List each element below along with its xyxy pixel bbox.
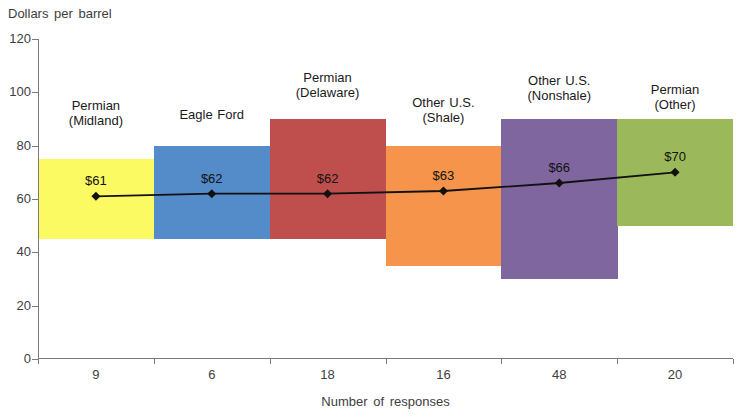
- category-label: Other U.S. (Shale): [385, 95, 501, 125]
- mean-value-label: $63: [413, 169, 473, 183]
- x-tick-label: 48: [537, 368, 581, 382]
- range-bar: [617, 119, 733, 226]
- mean-value-label: $70: [645, 150, 705, 164]
- y-axis-title: Dollars per barrel: [8, 6, 112, 21]
- y-tick-label: 100: [0, 85, 31, 99]
- y-axis-tick: [32, 92, 38, 93]
- y-axis-tick: [32, 146, 38, 147]
- mean-value-label: $62: [182, 172, 242, 186]
- y-axis-tick: [32, 252, 38, 253]
- mean-value-label: $66: [529, 161, 589, 175]
- x-tick-label: 18: [306, 368, 350, 382]
- y-tick-label: 120: [0, 32, 31, 46]
- x-tick-label: 9: [74, 368, 118, 382]
- x-tick-label: 6: [190, 368, 234, 382]
- x-axis-tick: [38, 359, 39, 364]
- x-tick-label: 20: [653, 368, 697, 382]
- y-tick-label: 20: [0, 299, 31, 313]
- mean-value-label: $62: [298, 172, 358, 186]
- x-tick-label: 16: [421, 368, 465, 382]
- category-label: Other U.S. (Nonshale): [501, 73, 617, 103]
- range-bar: [501, 119, 617, 279]
- y-tick-label: 40: [0, 245, 31, 259]
- mean-value-label: $61: [66, 174, 126, 188]
- x-axis-tick: [270, 359, 271, 364]
- y-tick-label: 80: [0, 139, 31, 153]
- y-tick-label: 0: [0, 352, 31, 366]
- category-label: Permian (Midland): [38, 98, 154, 128]
- x-axis-tick: [386, 359, 387, 364]
- range-bar: [386, 146, 502, 266]
- x-axis-tick: [733, 359, 734, 364]
- y-axis-tick: [32, 306, 38, 307]
- category-label: Permian (Delaware): [270, 70, 386, 100]
- category-label: Permian (Other): [617, 82, 733, 112]
- y-axis-tick: [32, 199, 38, 200]
- y-tick-label: 60: [0, 192, 31, 206]
- range-bar: [154, 146, 270, 239]
- chart: Dollars per barrel Number of responses 0…: [0, 0, 738, 420]
- x-axis-tick: [617, 359, 618, 364]
- range-bar: [38, 159, 154, 239]
- x-axis-tick: [501, 359, 502, 364]
- x-axis-title: Number of responses: [38, 394, 733, 409]
- category-label: Eagle Ford: [154, 107, 270, 122]
- y-axis-tick: [32, 39, 38, 40]
- x-axis-tick: [154, 359, 155, 364]
